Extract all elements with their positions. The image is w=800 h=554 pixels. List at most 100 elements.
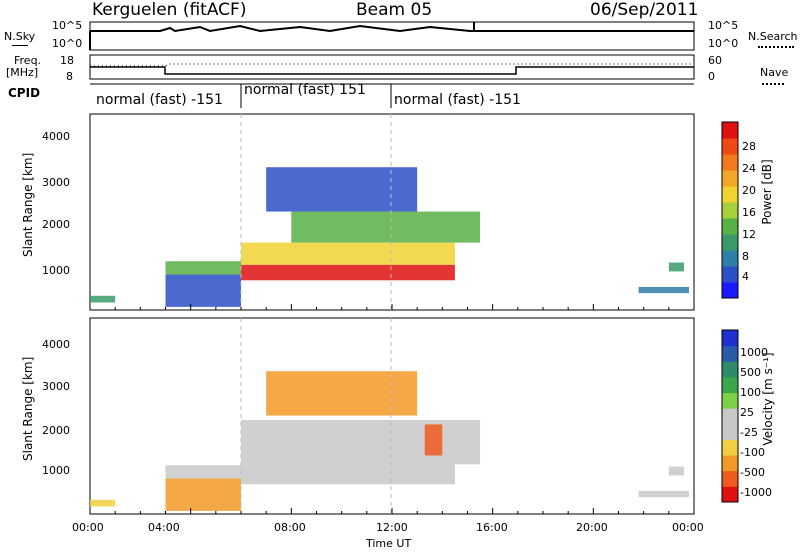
velocity-ytick-2000: 2000 (42, 424, 70, 437)
xtick-2: 08:00 (274, 521, 306, 534)
velocity-panel-cbar-swatch-4 (722, 423, 738, 440)
nsky-trace (90, 24, 694, 33)
velocity-panel-region-4 (241, 419, 481, 465)
velocity-ytick-4000: 4000 (42, 338, 70, 351)
xtick-1: 04:00 (148, 521, 180, 534)
velocity-panel-region-6 (266, 371, 418, 416)
power-colorbar-frame (721, 121, 739, 299)
velocity-panel-region-1 (165, 465, 241, 479)
power-panel-region-2 (165, 274, 241, 307)
power-panel-region-8 (668, 262, 684, 272)
freq-tick-bottom: 8 (66, 70, 73, 83)
velocity-panel-cbar-swatch-5 (722, 408, 738, 425)
nsearch-legend-line (758, 46, 794, 48)
velocity-heatmap-marks (90, 371, 689, 511)
power-panel-cbar-swatch-5 (722, 202, 738, 219)
power-panel-cbar-swatch-2 (722, 250, 738, 267)
xtick-0: 00:00 (72, 521, 104, 534)
xtick-5: 20:00 (576, 521, 608, 534)
x-tick-marks (89, 304, 695, 514)
power-heatmap-marks (90, 167, 689, 307)
power-panel-region-1 (165, 261, 241, 275)
nave-tick-bottom: 0 (708, 70, 715, 83)
power-cbar-tick-8: 8 (742, 250, 749, 263)
nave-tick-top: 60 (708, 54, 722, 67)
vel-cbar-tick-25: 25 (740, 406, 754, 419)
power-panel-region-4 (241, 242, 455, 265)
velocity-panel-region-7 (638, 490, 689, 498)
nsky-label: N.Sky (4, 30, 36, 43)
cpid-label: CPID (8, 86, 41, 100)
velocity-panel-cbar-swatch-2 (722, 455, 738, 472)
cpid-segment-2: normal (fast) 151 (244, 82, 366, 98)
vel-cbar-tick-m25: -25 (740, 426, 758, 439)
velocity-colorbar (722, 330, 738, 503)
vel-cbar-tick-m100: -100 (740, 446, 765, 459)
nsky-tick-bottom: 10^0 (52, 37, 83, 50)
xlabel: Time UT (366, 537, 412, 550)
freq-label: Freq. (14, 54, 42, 67)
cpid-segment-3: normal (fast) -151 (394, 92, 521, 108)
power-panel-cbar-swatch-8 (722, 154, 738, 171)
freq-tick-top: 18 (60, 54, 74, 67)
velocity-panel-cbar-swatch-7 (722, 376, 738, 394)
velocity-panel-region-8 (668, 466, 684, 476)
power-panel-region-3 (241, 264, 455, 281)
power-cbar-tick-12: 12 (742, 228, 756, 241)
freq-unit-label: [MHz] (6, 66, 39, 79)
power-panel-cbar-swatch-0 (722, 282, 738, 299)
nsky-strip-frame (89, 21, 695, 51)
power-ytick-1000: 1000 (42, 264, 70, 277)
nave-legend-line (762, 83, 784, 85)
xtick-4: 16:00 (476, 521, 508, 534)
vel-cbar-tick-m500: -500 (740, 466, 765, 479)
nsky-legend-line (12, 45, 28, 46)
power-panel-region-6 (266, 167, 418, 212)
beam-title: Beam 05 (356, 0, 433, 20)
power-panel-cbar-swatch-3 (722, 234, 738, 251)
velocity-ytick-1000: 1000 (42, 464, 70, 477)
velocity-panel-cbar-swatch-6 (722, 392, 738, 409)
cpid-segment-1: normal (fast) -151 (96, 92, 223, 108)
nsearch-tick-bottom: 10^0 (708, 37, 739, 50)
station-title: Kerguelen (fitACF) (92, 0, 247, 20)
vel-cbar-tick-m1000: -1000 (740, 486, 772, 499)
power-panel-cbar-swatch-4 (722, 218, 738, 235)
power-panel-cbar-swatch-6 (722, 186, 738, 203)
velocity-panel-cbar-swatch-8 (722, 361, 738, 378)
power-ytick-4000: 4000 (42, 130, 70, 143)
nsearch-label: N.Search (748, 30, 798, 43)
power-colorbar (722, 122, 738, 299)
power-panel-cbar-swatch-7 (722, 170, 738, 187)
power-cbar-tick-20: 20 (742, 184, 756, 197)
velocity-ytick-3000: 3000 (42, 380, 70, 393)
power-panel-cbar-swatch-10 (722, 122, 738, 139)
xtick-6: 00:00 (672, 521, 704, 534)
velocity-panel-cbar-swatch-10 (722, 330, 738, 347)
nsearch-tick-top: 10^5 (708, 19, 739, 32)
power-cbar-tick-4: 4 (742, 270, 749, 283)
vel-cbar-tick-500: 500 (740, 366, 761, 379)
xtick-3: 12:00 (376, 521, 408, 534)
power-panel-cbar-swatch-9 (722, 138, 738, 155)
freq-trace (90, 66, 694, 75)
velocity-colorbar-frame (721, 329, 739, 503)
velocity-panel-cbar-swatch-9 (722, 345, 738, 362)
nave-trace (90, 63, 694, 67)
vel-cbar-tick-100: 100 (740, 386, 761, 399)
velocity-panel-region-0 (90, 499, 116, 507)
power-ytick-3000: 3000 (42, 176, 70, 189)
power-cbar-tick-16: 16 (742, 206, 756, 219)
velocity-panel-region-5 (424, 424, 443, 456)
velocity-panel-region-2 (165, 478, 241, 511)
power-cbar-tick-28: 28 (742, 140, 756, 153)
power-panel-cbar-swatch-1 (722, 266, 738, 283)
power-panel-region-0 (90, 295, 116, 303)
power-panel-region-7 (638, 286, 689, 294)
vel-cbar-tick-1000: 1000 (740, 346, 768, 359)
power-cbar-tick-24: 24 (742, 162, 756, 175)
nave-label: Nave (760, 66, 789, 79)
velocity-panel-region-3 (241, 464, 455, 485)
nsky-tick-top: 10^5 (52, 19, 83, 32)
